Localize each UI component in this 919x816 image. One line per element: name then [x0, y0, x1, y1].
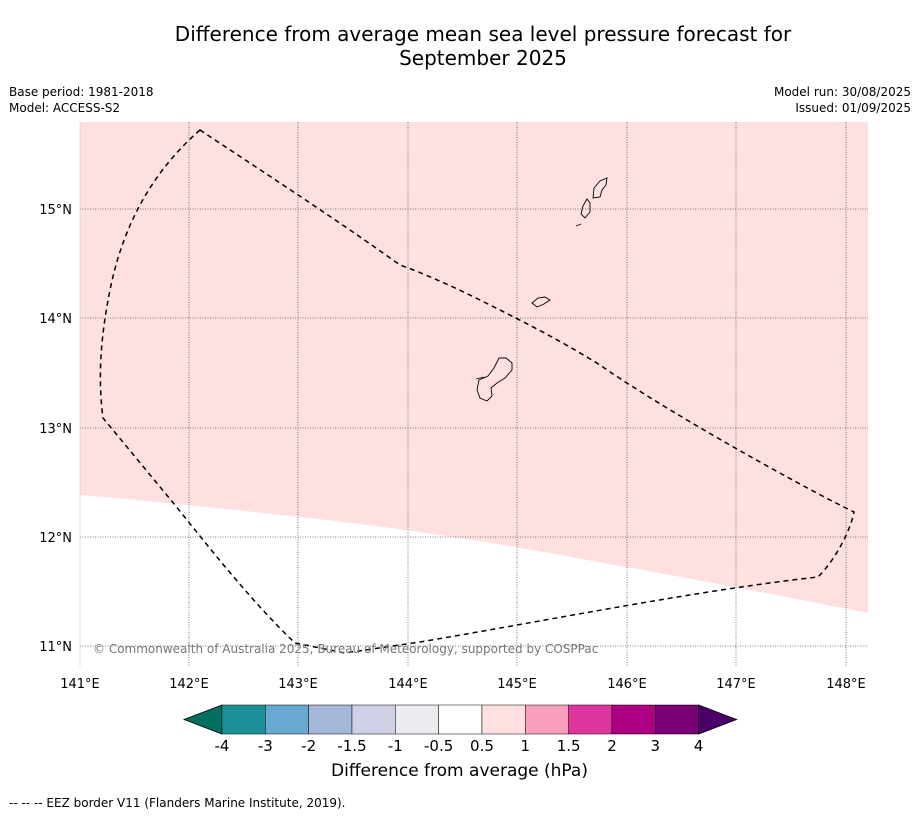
guam-island	[476, 357, 513, 402]
colorbar-caption: Difference from average (hPa)	[331, 761, 588, 781]
colorbar-tick-label: 3	[651, 737, 661, 755]
title-line-2: September 2025	[399, 46, 567, 70]
title-line-1: Difference from average mean sea level p…	[174, 22, 792, 46]
colorbar-tick-label: 2	[607, 737, 617, 755]
tinian-island	[580, 198, 591, 219]
lon-label: 143°E	[278, 677, 318, 692]
colorbar-extend-low	[182, 704, 223, 735]
lat-label: 13°N	[39, 422, 72, 437]
copyright-text: © Commonwealth of Australia 2025, Bureau…	[93, 642, 598, 656]
islands	[475, 177, 608, 402]
base-period-text: Base period: 1981-2018	[9, 85, 154, 99]
eez-legend-text: -- -- -- EEZ border V11 (Flanders Marine…	[9, 796, 346, 810]
meta-right: Model run: 30/08/2025 Issued: 01/09/2025	[774, 84, 911, 116]
lon-label: 144°E	[388, 677, 428, 692]
saipan-island	[592, 177, 608, 199]
map-title: Difference from average mean sea level p…	[0, 22, 919, 70]
lon-label: 146°E	[607, 677, 647, 692]
colorbar: -4 -3 -2 -1.5 -1 -0.5 0.5 1 1.5 2 3 4	[182, 704, 738, 755]
lon-label: 141°E	[60, 677, 100, 692]
aguijan-island	[575, 223, 582, 227]
colorbar-segment	[308, 704, 353, 735]
meta-left: Base period: 1981-2018 Model: ACCESS-S2	[9, 84, 154, 116]
lon-label: 148°E	[826, 677, 866, 692]
guam-reef	[475, 376, 485, 380]
issued-text: Issued: 01/09/2025	[795, 101, 911, 115]
colorbar-tick-label: -4	[215, 737, 230, 755]
colorbar-tick-label: -3	[258, 737, 273, 755]
model-run-text: Model run: 30/08/2025	[773, 85, 911, 99]
colorbar-extend-high	[698, 704, 738, 735]
graticule	[80, 122, 868, 667]
lon-label: 145°E	[497, 677, 537, 692]
colorbar-segment	[525, 704, 569, 735]
colorbar-segment	[655, 704, 699, 735]
colorbar-segment	[438, 704, 483, 735]
colorbar-segment	[611, 704, 656, 735]
colorbar-segment	[568, 704, 613, 735]
lon-label: 142°E	[169, 677, 209, 692]
colorbar-tick-label: 0.5	[470, 737, 494, 755]
lat-labels: 15°N 14°N 13°N 12°N 11°N	[39, 203, 72, 655]
lat-label: 11°N	[39, 640, 72, 655]
anomaly-fill-region	[80, 122, 868, 613]
eez-border	[99, 129, 855, 654]
lon-labels: 141°E 142°E 143°E 144°E 145°E 146°E 147°…	[60, 677, 866, 692]
colorbar-tick-label: -0.5	[424, 737, 453, 755]
colorbar-segment	[351, 704, 396, 735]
colorbar-tick-label: 4	[694, 737, 704, 755]
colorbar-tick-label: -1.5	[337, 737, 366, 755]
lat-label: 12°N	[39, 531, 72, 546]
lat-label: 14°N	[39, 312, 72, 327]
colorbar-segment	[221, 704, 266, 735]
lat-label: 15°N	[39, 203, 72, 218]
colorbar-tick-label: -2	[301, 737, 316, 755]
colorbar-segment	[265, 704, 309, 735]
colorbar-segment	[481, 704, 526, 735]
rota-island	[531, 296, 551, 308]
colorbar-tick-label: -1	[388, 737, 403, 755]
lon-label: 147°E	[716, 677, 756, 692]
model-text: Model: ACCESS-S2	[9, 101, 121, 115]
colorbar-tick-label: 1	[521, 737, 531, 755]
colorbar-tick-label: 1.5	[557, 737, 581, 755]
colorbar-segment	[395, 704, 439, 735]
